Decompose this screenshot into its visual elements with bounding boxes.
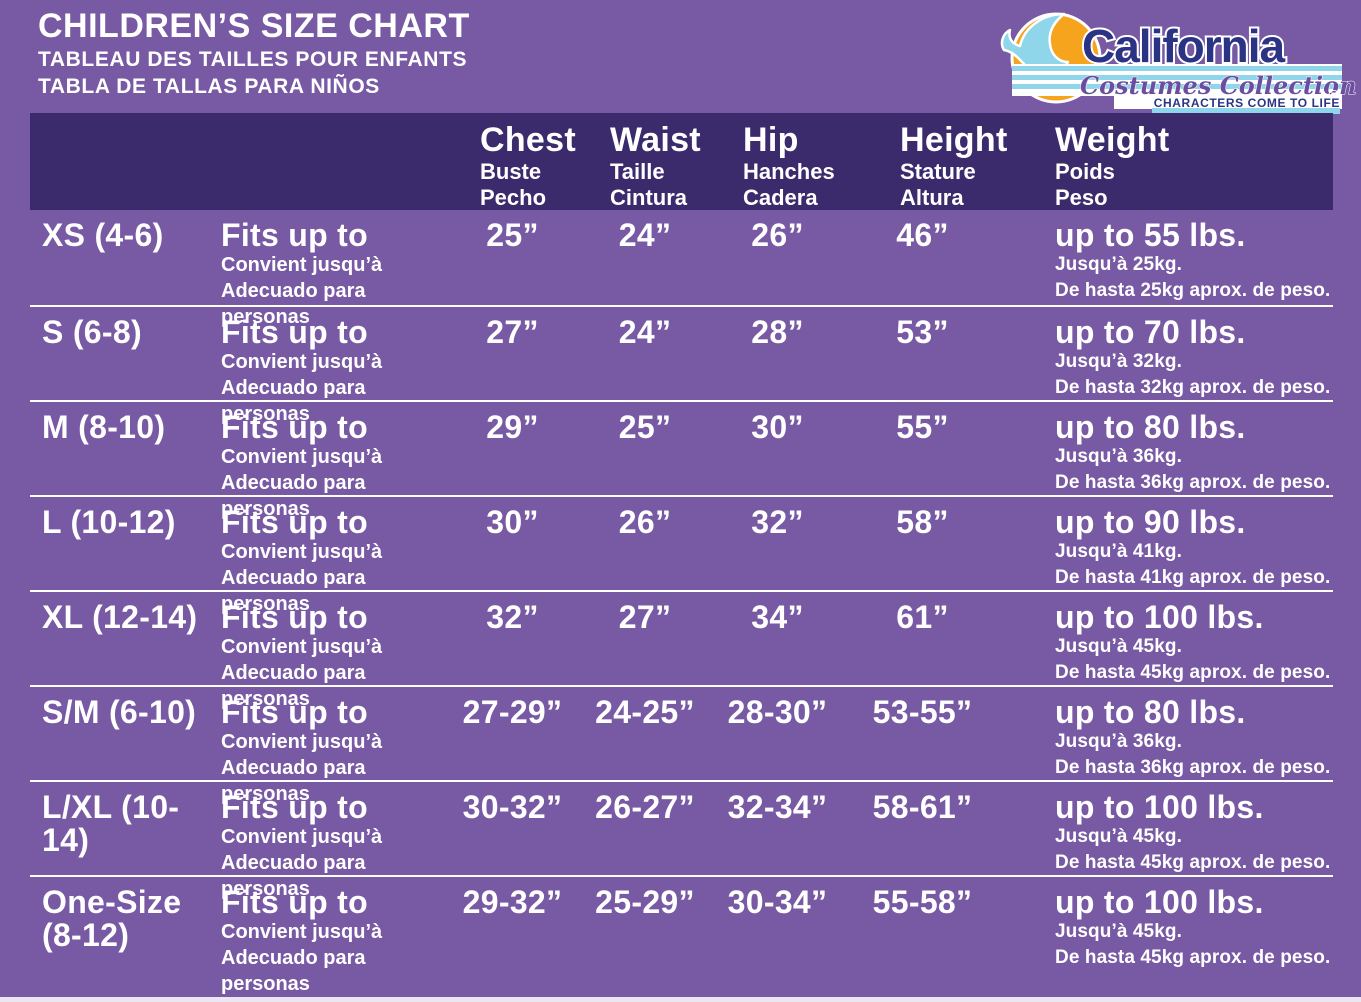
weight-value: up to 55 lbs. Jusqu’à 25kg. De hasta 25k… (1055, 217, 1331, 302)
weight-value: up to 80 lbs. Jusqu’à 36kg. De hasta 36k… (1055, 409, 1331, 494)
page-subtitle-es: TABLA DE TALLAS PARA NIÑOS (38, 75, 380, 98)
fits-up-to: Fits up to Convient jusqu’à Adecuado par… (221, 694, 383, 806)
height-value: 58” (896, 504, 949, 540)
logo-wordmark: California (1082, 20, 1286, 72)
fits-up-to: Fits up to Convient jusqu’à Adecuado par… (221, 789, 383, 901)
chest-value: 27-29” (462, 694, 563, 730)
registered-icon: ® (1328, 88, 1340, 105)
hip-value: 28-30” (727, 694, 828, 730)
size-label: XL (12-14) (42, 599, 198, 635)
header-fits-spacer (215, 122, 445, 211)
page-title: CHILDREN’S SIZE CHART (38, 7, 470, 45)
header-chest: Chest Buste Pecho (480, 121, 576, 211)
california-costumes-logo: California Costumes Collection Inc ® CHA… (1000, 12, 1359, 114)
table-header: Chest Buste Pecho Waist Taille Cintura H… (30, 113, 1333, 210)
chest-value: 30” (486, 504, 539, 540)
weight-value: up to 100 lbs. Jusqu’à 45kg. De hasta 45… (1055, 599, 1331, 684)
size-label: One-Size (8-12) (42, 884, 182, 953)
waist-value: 24” (618, 314, 672, 350)
header-size-spacer (30, 122, 215, 211)
header-hip: Hip Hanches Cadera (743, 121, 835, 211)
table-row-sm: S/M (6-10) Fits up to Convient jusqu’à A… (30, 685, 1333, 805)
height-value: 55-58” (872, 884, 973, 920)
size-label: XS (4-6) (42, 217, 164, 253)
fits-up-to: Fits up to Convient jusqu’à Adecuado par… (221, 599, 383, 711)
weight-value: up to 80 lbs. Jusqu’à 36kg. De hasta 36k… (1055, 694, 1331, 779)
waist-value: 25-29” (595, 884, 695, 920)
size-label: S/M (6-10) (42, 694, 197, 730)
height-value: 53” (896, 314, 949, 350)
weight-value: up to 100 lbs. Jusqu’à 45kg. De hasta 45… (1055, 789, 1331, 874)
chest-value: 29-32” (462, 884, 563, 920)
table-row-l: L (10-12) Fits up to Convient jusqu’à Ad… (30, 495, 1333, 615)
title-block: CHILDREN’S SIZE CHART TABLEAU DES TAILLE… (38, 6, 470, 100)
table-row-xl: XL (12-14) Fits up to Convient jusqu’à A… (30, 590, 1333, 710)
hip-value: 34” (751, 599, 804, 635)
waist-value: 26” (618, 504, 672, 540)
fits-up-to: Fits up to Convient jusqu’à Adecuado par… (221, 217, 383, 329)
size-label: S (6-8) (42, 314, 142, 350)
logo-script: Costumes Collection Inc (1080, 71, 1359, 100)
table-row-m: M (8-10) Fits up to Convient jusqu’à Ade… (30, 400, 1333, 520)
size-label: L (10-12) (42, 504, 176, 540)
height-value: 58-61” (872, 789, 973, 825)
chest-value: 29” (486, 409, 539, 445)
chest-value: 32” (486, 599, 539, 635)
header-height: Height Stature Altura (900, 121, 1008, 211)
hip-value: 32-34” (727, 789, 828, 825)
hip-value: 28” (751, 314, 804, 350)
header-weight: Weight Poids Peso (1055, 121, 1170, 211)
size-table: Chest Buste Pecho Waist Taille Cintura H… (30, 113, 1333, 995)
weight-value: up to 90 lbs. Jusqu’à 41kg. De hasta 41k… (1055, 504, 1331, 589)
header-waist: Waist Taille Cintura (610, 121, 701, 211)
height-value: 61” (896, 599, 949, 635)
hip-value: 32” (751, 504, 804, 540)
height-value: 46” (896, 217, 949, 253)
fits-up-to: Fits up to Convient jusqu’à Adecuado par… (221, 884, 383, 996)
height-value: 55” (896, 409, 949, 445)
chest-value: 25” (486, 217, 539, 253)
hip-value: 30” (751, 409, 804, 445)
page-subtitle-fr: TABLEAU DES TAILLES POUR ENFANTS (38, 48, 468, 71)
size-label: M (8-10) (42, 409, 166, 445)
logo-stripes (1012, 64, 1342, 114)
chest-value: 30-32” (462, 789, 563, 825)
fits-up-to: Fits up to Convient jusqu’à Adecuado par… (221, 409, 383, 521)
hip-value: 26” (751, 217, 804, 253)
table-row-one-size: One-Size (8-12) Fits up to Convient jusq… (30, 875, 1333, 995)
height-value: 53-55” (872, 694, 973, 730)
waist-value: 25” (618, 409, 672, 445)
hip-value: 30-34” (727, 884, 828, 920)
chest-value: 27” (486, 314, 539, 350)
weight-value: up to 100 lbs. Jusqu’à 45kg. De hasta 45… (1055, 884, 1331, 969)
fits-up-to: Fits up to Convient jusqu’à Adecuado par… (221, 504, 383, 616)
waist-value: 24-25” (595, 694, 695, 730)
table-row-xs: XS (4-6) Fits up to Convient jusqu’à Ade… (30, 210, 1333, 329)
bottom-divider (0, 997, 1361, 1002)
table-row-lxl: L/XL (10-14) Fits up to Convient jusqu’à… (30, 780, 1333, 900)
waist-value: 27” (618, 599, 672, 635)
table-row-s: S (6-8) Fits up to Convient jusqu’à Adec… (30, 305, 1333, 425)
waist-value: 26-27” (595, 789, 695, 825)
waist-value: 24” (618, 217, 672, 253)
fits-up-to: Fits up to Convient jusqu’à Adecuado par… (221, 314, 383, 426)
logo-tagline: CHARACTERS COME TO LIFE (1154, 96, 1340, 110)
weight-value: up to 70 lbs. Jusqu’à 32kg. De hasta 32k… (1055, 314, 1331, 399)
size-label: L/XL (10-14) (42, 789, 180, 858)
